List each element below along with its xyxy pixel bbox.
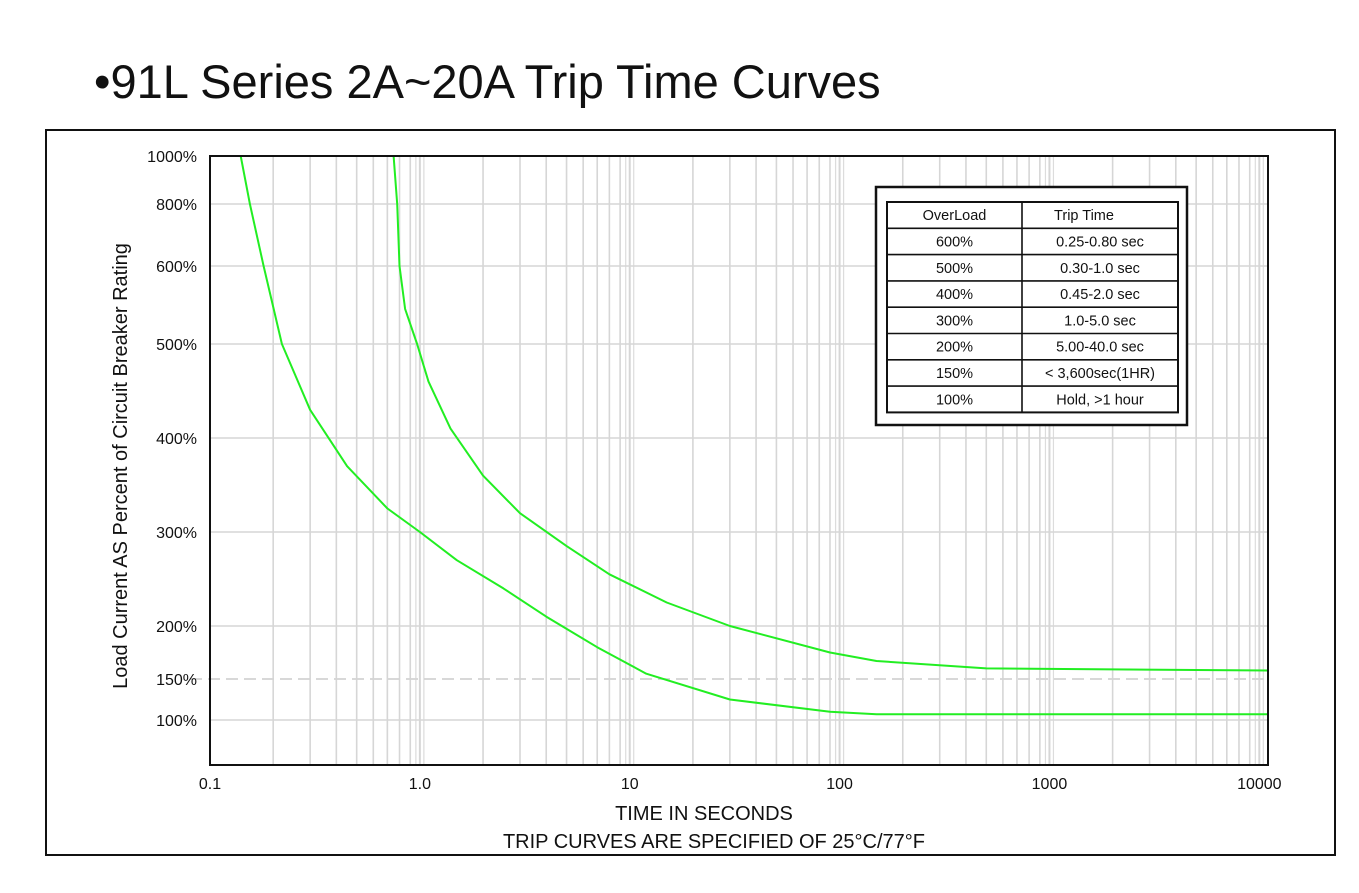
x-tick-label: 10	[621, 776, 639, 793]
plot-border	[209, 155, 1269, 766]
x-axis-title: TIME IN SECONDS	[615, 803, 793, 825]
y-tick-label: 600%	[156, 259, 197, 276]
table-cell-overload: 500%	[936, 261, 973, 277]
table-header-overload: OverLoad	[923, 208, 987, 224]
table-cell-overload: 300%	[936, 313, 973, 329]
y-tick-label: 200%	[156, 619, 197, 636]
y-tick-labels: 1000% 800% 600% 500% 400% 300% 200% 150% 100%	[147, 149, 197, 730]
table-cell-trip-time: 0.45-2.0 sec	[1060, 287, 1140, 303]
table-cell-overload: 100%	[936, 392, 973, 408]
x-tick-label: 1.0	[409, 776, 431, 793]
table-cell-trip-time: 0.30-1.0 sec	[1060, 261, 1140, 277]
table-cell-overload: 400%	[936, 287, 973, 303]
x-tick-label: 10000	[1237, 776, 1282, 793]
table-cell-trip-time: 5.00-40.0 sec	[1056, 340, 1144, 356]
y-tick-label: 150%	[156, 672, 197, 689]
x-tick-label: 1000	[1032, 776, 1068, 793]
x-tick-label: 100	[826, 776, 853, 793]
x-tick-labels: 0.1 1.0 10 100 1000 10000	[199, 776, 1282, 793]
trip-time-chart: 0.1 1.0 10 100 1000 10000 1000% 800% 600% 500% 40…	[110, 149, 1282, 853]
max-trip-curve	[392, 155, 1269, 672]
trip-curves	[239, 155, 1269, 716]
page-title: •91L Series 2A~20A Trip Time Curves	[94, 55, 881, 108]
y-tick-label: 300%	[156, 525, 197, 542]
table-cell-overload: 150%	[936, 366, 973, 382]
y-tick-label: 1000%	[147, 149, 197, 166]
trip-time-table: OverLoad Trip Time 600% 0.25-0.80 sec 500% 0.…	[874, 185, 1189, 427]
x-axis-subtitle: TRIP CURVES ARE SPECIFIED OF 25°C/77°F	[503, 831, 925, 853]
min-trip-curve	[239, 155, 1268, 716]
y-tick-label: 800%	[156, 197, 197, 214]
y-tick-label: 400%	[156, 431, 197, 448]
table-cell-overload: 600%	[936, 234, 973, 250]
y-tick-label: 500%	[156, 337, 197, 354]
grid-lines	[210, 156, 1268, 765]
table-cell-overload: 200%	[936, 340, 973, 356]
x-tick-label: 0.1	[199, 776, 221, 793]
chart-frame: 0.1 1.0 10 100 1000 10000 1000% 800% 600% 500% 40…	[45, 129, 1336, 856]
table-cell-trip-time: Hold, >1 hour	[1056, 392, 1144, 408]
y-tick-label: 100%	[156, 713, 197, 730]
table-cell-trip-time: 1.0-5.0 sec	[1064, 313, 1136, 329]
table-cell-trip-time: < 3,600sec(1HR)	[1045, 366, 1155, 382]
y-axis-title: Load Current AS Percent of Circuit Break…	[110, 243, 132, 689]
table-header-trip-time: Trip Time	[1054, 208, 1114, 224]
table-cell-trip-time: 0.25-0.80 sec	[1056, 234, 1144, 250]
